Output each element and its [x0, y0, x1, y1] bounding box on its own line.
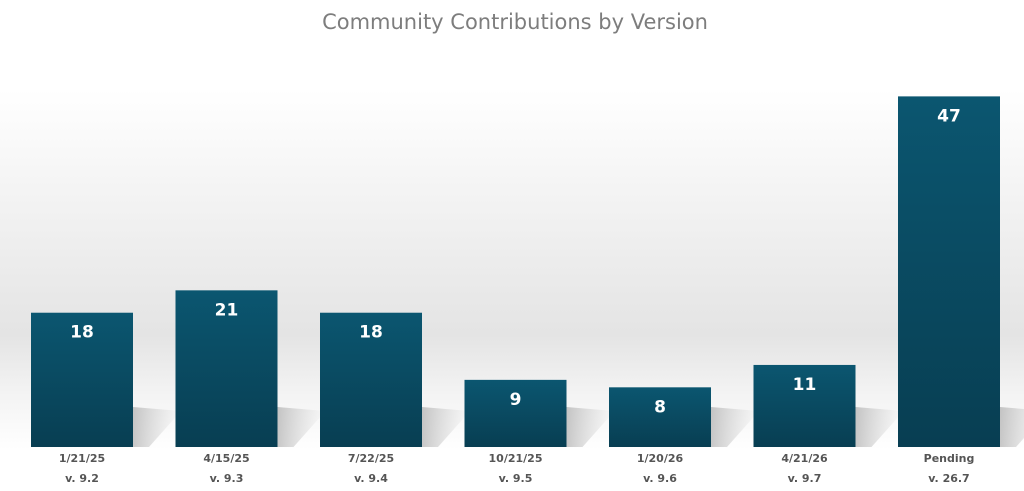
- chart-title: Community Contributions by Version: [322, 10, 708, 34]
- category-version-label: v. 9.4: [354, 472, 388, 485]
- bar-value-label: 11: [793, 375, 817, 395]
- category-date-label: 1/20/26: [637, 452, 684, 465]
- bar: [753, 364, 856, 447]
- category-version-label: v. 9.6: [643, 472, 677, 485]
- category-date-label: 10/21/25: [489, 452, 543, 465]
- bar: [464, 379, 567, 447]
- bar-value-label: 47: [937, 106, 961, 126]
- bar-value-label: 21: [215, 300, 239, 320]
- category-date-label: 7/22/25: [348, 452, 394, 465]
- category-date-label: 4/15/25: [203, 452, 249, 465]
- bar-value-label: 18: [70, 323, 94, 343]
- bar-shadow: [855, 407, 904, 447]
- bar: [609, 387, 711, 447]
- category-version-label: v. 9.7: [788, 472, 822, 485]
- category-version-label: v. 26.7: [928, 472, 969, 485]
- bar-value-label: 18: [359, 323, 383, 343]
- category-date-label: Pending: [924, 452, 975, 465]
- bar-shadow: [422, 407, 470, 447]
- bar-shadow: [1000, 407, 1024, 447]
- bar: [898, 96, 1000, 447]
- category-version-label: v. 9.5: [499, 472, 533, 485]
- bar-shadow: [566, 407, 615, 447]
- bar-shadows: [133, 407, 1024, 447]
- bar-value-label: 8: [654, 397, 666, 417]
- category-version-label: v. 9.2: [65, 472, 99, 485]
- bar-shadow: [133, 407, 181, 447]
- bar: [31, 312, 133, 447]
- bar-shadow: [711, 407, 759, 447]
- value-labels: 18 21 18 9 8 11 47: [70, 106, 961, 417]
- category-labels: 1/21/25 v. 9.2 4/15/25 v. 9.3 7/22/25 v. 9.4 1…: [59, 452, 975, 485]
- bar: [320, 312, 422, 447]
- bar-shadow: [277, 407, 326, 447]
- bars: [31, 96, 1000, 447]
- category-version-label: v. 9.3: [210, 472, 244, 485]
- bar-value-label: 9: [510, 390, 522, 410]
- category-date-label: 4/21/26: [781, 452, 828, 465]
- bar: [175, 290, 278, 447]
- category-date-label: 1/21/25: [59, 452, 105, 465]
